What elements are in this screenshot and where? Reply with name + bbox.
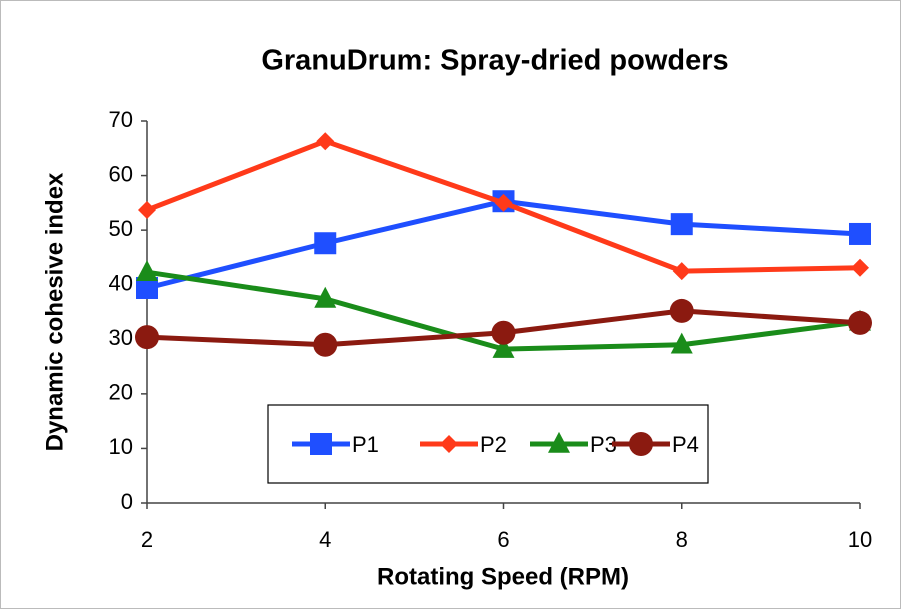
y-tick-label: 0 (121, 489, 133, 514)
data-point (314, 232, 337, 255)
legend-marker (629, 432, 653, 456)
data-point (492, 337, 515, 358)
data-point (669, 298, 694, 323)
data-point (138, 200, 156, 219)
x-tick-label: 6 (497, 527, 509, 552)
data-point (135, 325, 159, 350)
data-point (670, 332, 693, 354)
legend-marker (548, 431, 570, 453)
y-tick-label: 40 (109, 271, 133, 296)
data-point (848, 310, 872, 335)
chart-title: GranuDrum: Spray-dried powders (261, 45, 728, 77)
x-tick-label: 8 (676, 527, 688, 552)
y-tick-label: 70 (109, 107, 133, 132)
data-point (136, 260, 158, 281)
data-point (494, 193, 513, 212)
y-tick-label: 60 (109, 161, 133, 186)
data-point (313, 332, 338, 357)
y-tick-label: 20 (109, 380, 133, 405)
legend-label: P4 (672, 432, 699, 457)
x-tick-label: 4 (319, 527, 331, 552)
data-point (491, 320, 516, 345)
x-tick-label: 10 (848, 527, 872, 552)
x-tick-label: 2 (141, 527, 153, 552)
x-axis-label: Rotating Speed (RPM) (377, 563, 629, 590)
data-point (670, 213, 693, 236)
legend-marker (440, 435, 458, 453)
data-point (849, 222, 871, 245)
y-axis-label: Dynamic cohesive index (41, 172, 68, 451)
data-point (672, 262, 691, 281)
data-point (851, 258, 869, 277)
legend-label: P2 (480, 432, 507, 457)
legend-marker (310, 433, 332, 455)
data-point (316, 132, 335, 151)
data-point (136, 276, 158, 299)
y-tick-label: 10 (109, 434, 133, 459)
legend-label: P1 (352, 432, 379, 457)
y-tick-label: 30 (109, 325, 133, 350)
y-tick-label: 50 (109, 216, 133, 241)
data-point (314, 286, 337, 308)
